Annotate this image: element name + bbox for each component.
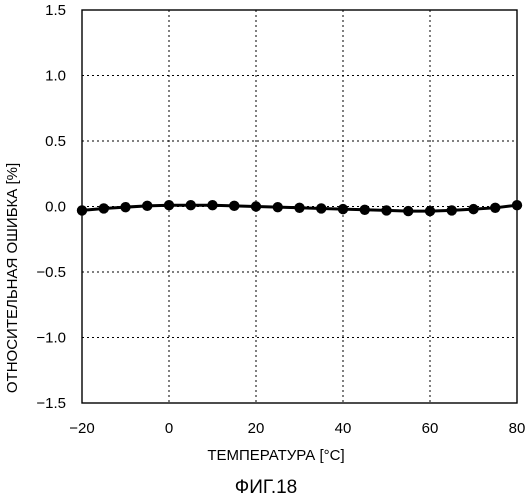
x-tick-label: 20: [248, 420, 265, 437]
data-point: [273, 202, 283, 212]
data-point: [490, 203, 500, 213]
data-point: [316, 203, 326, 213]
y-tick-label: 0.0: [45, 199, 66, 216]
data-point: [207, 200, 217, 210]
x-tick-label: 40: [335, 420, 352, 437]
x-axis-title: ТЕМПЕРАТУРА [°C]: [207, 447, 344, 464]
data-point: [229, 201, 239, 211]
y-tick-label: −0.5: [36, 264, 66, 281]
x-tick-label: −20: [69, 420, 94, 437]
axis-ticks: −20 0 20 40 60 80 1.5 1.0 0.5 0.0 −0.5 −1.0 −1.5: [36, 2, 525, 437]
data-point: [251, 201, 261, 211]
data-point: [294, 203, 304, 213]
y-axis-title: ОТНОСИТЕЛЬНАЯ ОШИБКА [%]: [4, 163, 21, 393]
data-point: [447, 205, 457, 215]
data-point: [468, 204, 478, 214]
data-point: [120, 202, 130, 212]
y-tick-label: −1.5: [36, 395, 66, 412]
data-point: [77, 205, 87, 215]
y-tick-label: 0.5: [45, 133, 66, 150]
data-point: [186, 200, 196, 210]
figure-caption: ФИГ.18: [235, 477, 297, 498]
data-point: [360, 205, 370, 215]
data-point: [425, 206, 435, 216]
y-tick-label: −1.0: [36, 330, 66, 347]
data-point: [142, 201, 152, 211]
data-point: [381, 205, 391, 215]
data-point: [512, 200, 522, 210]
data-point: [99, 203, 109, 213]
y-tick-label: 1.0: [45, 68, 66, 85]
data-point: [164, 200, 174, 210]
x-tick-label: 80: [509, 420, 526, 437]
y-tick-label: 1.5: [45, 2, 66, 19]
data-series: [77, 200, 522, 216]
data-point: [338, 204, 348, 214]
data-point: [403, 206, 413, 216]
x-tick-label: 0: [165, 420, 173, 437]
x-tick-label: 60: [422, 420, 439, 437]
